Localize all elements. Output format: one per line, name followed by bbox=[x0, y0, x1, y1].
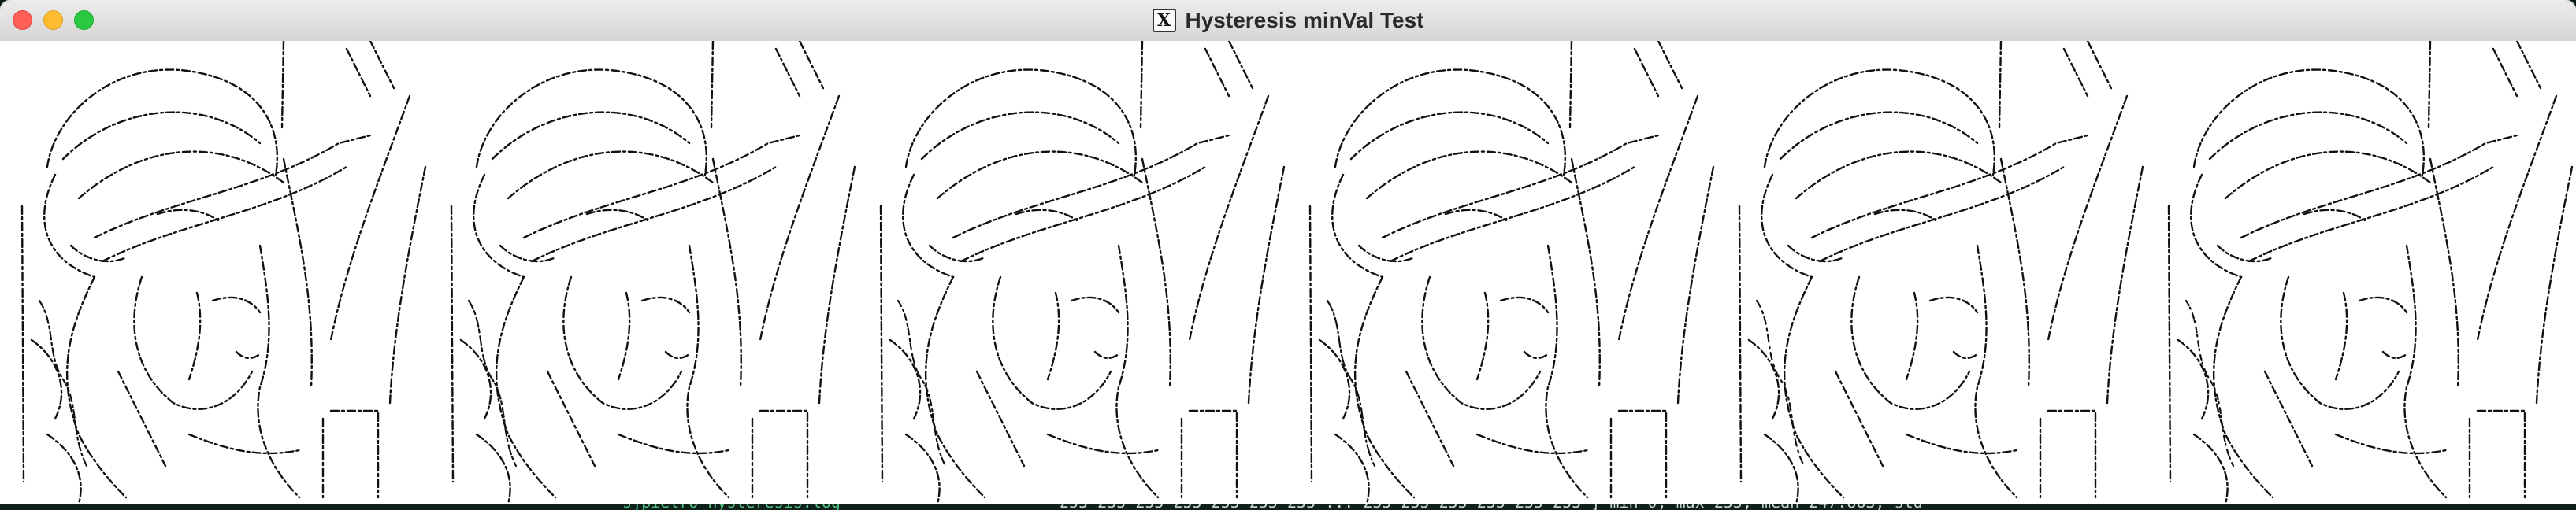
x11-icon: X bbox=[1152, 9, 1176, 32]
window-title: Hysteresis minVal Test bbox=[1185, 8, 1424, 32]
minimize-button[interactable] bbox=[43, 10, 63, 30]
terminal-output: 255 255 255 255 255 255 255 ... 255 255 … bbox=[1060, 504, 1923, 510]
edge-image-1 bbox=[0, 41, 429, 504]
zoom-button[interactable] bbox=[74, 10, 94, 30]
image-canvas bbox=[0, 41, 2576, 504]
edge-image-4 bbox=[1288, 41, 1717, 504]
edge-image-3 bbox=[859, 41, 1288, 504]
window-title-group: X Hysteresis minVal Test bbox=[0, 0, 2576, 41]
edge-image-2 bbox=[429, 41, 859, 504]
terminal-log-name: sjpietro_hysteresis.log bbox=[622, 504, 841, 510]
terminal-background: sjpietro_hysteresis.log 255 255 255 255 … bbox=[0, 504, 2576, 510]
close-button[interactable] bbox=[13, 10, 32, 30]
edge-image-5 bbox=[1717, 41, 2147, 504]
title-bar[interactable]: X Hysteresis minVal Test bbox=[0, 0, 2576, 42]
edge-image-6 bbox=[2147, 41, 2576, 504]
